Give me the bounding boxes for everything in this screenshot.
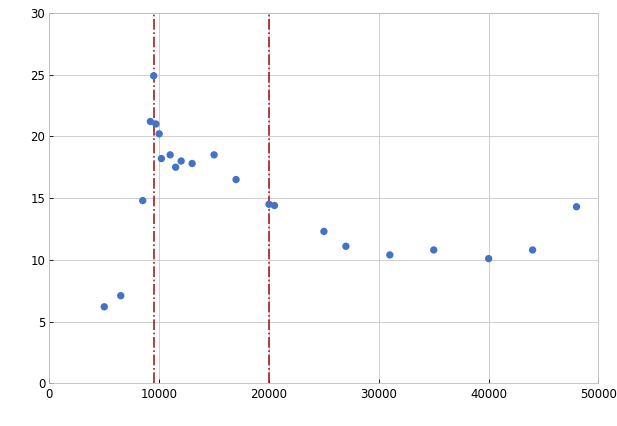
- Point: [270, 202, 280, 209]
- Point: [209, 152, 219, 158]
- Point: [149, 72, 159, 79]
- Point: [484, 255, 494, 262]
- Point: [146, 118, 155, 125]
- Point: [571, 203, 581, 210]
- Point: [187, 160, 197, 167]
- Point: [171, 164, 181, 171]
- Point: [154, 130, 164, 137]
- Point: [176, 158, 186, 164]
- Point: [157, 155, 167, 162]
- Point: [528, 247, 537, 253]
- Point: [264, 201, 274, 208]
- Point: [341, 243, 351, 250]
- Point: [319, 228, 329, 235]
- Point: [151, 121, 161, 127]
- Point: [99, 303, 109, 310]
- Point: [116, 292, 126, 299]
- Point: [429, 247, 439, 253]
- Point: [231, 176, 241, 183]
- Point: [138, 197, 147, 204]
- Point: [165, 152, 175, 158]
- Point: [385, 251, 395, 258]
